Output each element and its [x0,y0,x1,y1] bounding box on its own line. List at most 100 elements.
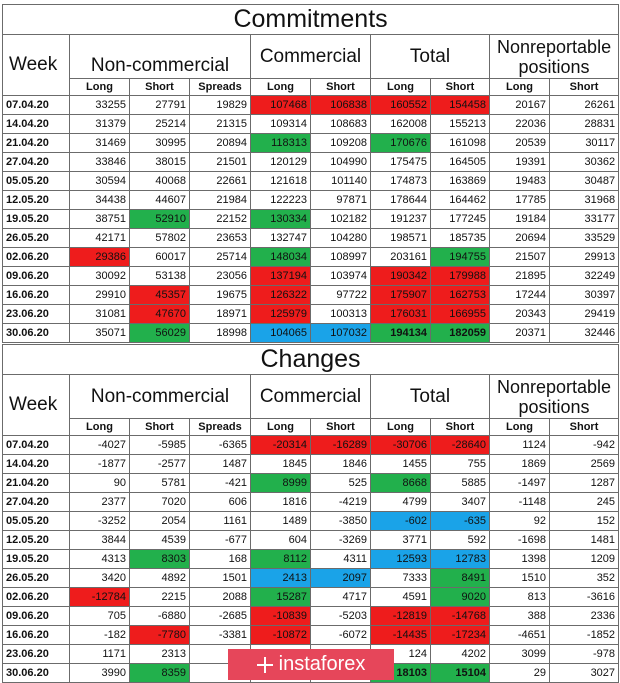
value-cell: -2577 [129,454,190,474]
value-cell: -3850 [310,511,371,531]
week-header: Week [2,34,70,96]
value-cell: -635 [430,511,490,531]
value-cell: -30706 [370,435,431,455]
value-cell: -4027 [69,435,130,455]
table-row: 19.05.20 4313 8303 168 8112 4311 12593 12783 139… [2,549,620,569]
column-header: Long [370,78,431,96]
value-cell: 126322 [250,285,311,305]
value-cell: 22152 [189,209,251,229]
value-cell: 30487 [548,171,620,191]
table-row: 14.04.20 31379 25214 21315 109314 108683 16200… [2,114,620,134]
value-cell: 29 [489,663,550,683]
table-row: 30.06.20 35071 56029 18998 104065 107032 19413… [2,323,620,343]
value-cell: 29419 [548,304,620,324]
value-cell: 109208 [310,133,371,153]
value-cell: 21315 [189,114,251,134]
value-cell: 4717 [310,587,371,607]
column-header: Short [548,418,620,436]
value-cell: 137194 [250,266,311,286]
value-cell: -16289 [310,435,371,455]
value-cell: 2569 [548,454,620,474]
value-cell: 1846 [310,454,371,474]
column-header: Short [129,418,190,436]
value-cell: 178644 [370,190,431,210]
value-cell: 92 [489,511,550,531]
week-cell: 14.04.20 [2,454,70,474]
value-cell: -20314 [250,435,311,455]
table-row: 21.04.20 90 5781 -421 8999 525 8668 5885 -1497 12… [2,473,620,493]
value-cell: -677 [189,530,251,550]
table-row: 14.04.20 -1877 -2577 1487 1845 1846 1455 755 186… [2,454,620,474]
column-header: Long [69,418,130,436]
table-row: 19.05.20 38751 52910 22152 130334 102182 19123… [2,209,620,229]
value-cell: 203161 [370,247,431,267]
value-cell: -942 [548,435,620,455]
group-noncommercial: Non-commercial [69,374,251,419]
value-cell: -602 [370,511,431,531]
column-header: Long [489,78,550,96]
value-cell: 18971 [189,304,251,324]
value-cell: 19829 [189,95,251,115]
value-cell: -4651 [489,625,550,645]
value-cell: 31968 [548,190,620,210]
value-cell: 12783 [430,549,490,569]
week-cell: 19.05.20 [2,549,70,569]
value-cell: 30995 [129,133,190,153]
value-cell: 97722 [310,285,371,305]
value-cell: 31469 [69,133,130,153]
value-cell: -978 [548,644,620,664]
instaforex-watermark: instaforex [228,649,394,680]
value-cell: 1455 [370,454,431,474]
table-row: 16.06.20 -182 -7780 -3381 -10872 -6072 -14435-… [2,625,620,645]
value-cell: -12784 [69,587,130,607]
value-cell: 109314 [250,114,311,134]
value-cell: 103974 [310,266,371,286]
table-row: 27.04.20 33846 38015 21501 120129 104990 17547… [2,152,620,172]
value-cell: 57802 [129,228,190,248]
value-cell: 1398 [489,549,550,569]
table-row: 09.06.20 30092 53138 23056 137194 103974 19034… [2,266,620,286]
week-cell: 14.04.20 [2,114,70,134]
value-cell: 1816 [250,492,311,512]
week-cell: 19.05.20 [2,209,70,229]
value-cell: 592 [430,530,490,550]
value-cell: 20343 [489,304,550,324]
column-header: Short [430,418,490,436]
week-cell: 30.06.20 [2,663,70,683]
week-cell: 05.05.20 [2,171,70,191]
week-cell: 16.06.20 [2,285,70,305]
value-cell: 154458 [430,95,490,115]
table-row: 09.06.20 705 -6880 -2685 -10839 -5203 -12819 -1… [2,606,620,626]
value-cell: 1287 [548,473,620,493]
table-row: 12.05.20 3844 4539 -677 604 -3269 3771 592 -1698… [2,530,620,550]
value-cell: 1209 [548,549,620,569]
value-cell: 176031 [370,304,431,324]
group-commercial: Commercial [250,374,371,419]
value-cell: 1171 [69,644,130,664]
value-cell: 194755 [430,247,490,267]
column-header: Short [430,78,490,96]
value-cell: 1487 [189,454,251,474]
value-cell: 8359 [129,663,190,683]
plus-icon [256,656,273,673]
value-cell: 162008 [370,114,431,134]
column-header: Long [370,418,431,436]
value-cell: -6072 [310,625,371,645]
value-cell: 2413 [250,568,311,588]
value-cell: 170676 [370,133,431,153]
value-cell: 28831 [548,114,620,134]
value-cell: -1698 [489,530,550,550]
value-cell: 813 [489,587,550,607]
value-cell: -2685 [189,606,251,626]
table-row: 02.06.20 29386 60017 25714 148034 108997 20316… [2,247,620,267]
value-cell: 23056 [189,266,251,286]
value-cell: 7333 [370,568,431,588]
value-cell: 179988 [430,266,490,286]
value-cell: 148034 [250,247,311,267]
value-cell: 174873 [370,171,431,191]
column-header: Short [310,418,371,436]
value-cell: 2215 [129,587,190,607]
value-cell: 121618 [250,171,311,191]
value-cell: 15104 [430,663,490,683]
week-cell: 21.04.20 [2,473,70,493]
